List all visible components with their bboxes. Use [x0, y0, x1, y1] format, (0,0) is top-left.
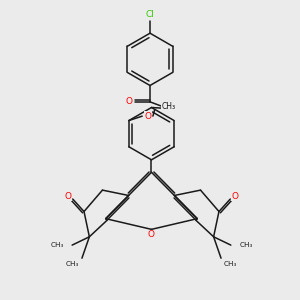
Text: O: O: [126, 97, 133, 106]
Text: CH₃: CH₃: [224, 261, 237, 267]
Text: O: O: [65, 192, 72, 201]
Text: CH₃: CH₃: [239, 242, 253, 248]
Text: O: O: [148, 230, 155, 239]
Text: CH₃: CH₃: [161, 102, 176, 111]
Text: CH₃: CH₃: [66, 261, 79, 267]
Text: O: O: [231, 192, 238, 201]
Text: Cl: Cl: [146, 10, 154, 19]
Text: CH₃: CH₃: [50, 242, 64, 248]
Text: O: O: [167, 104, 174, 113]
Text: O: O: [144, 112, 151, 121]
